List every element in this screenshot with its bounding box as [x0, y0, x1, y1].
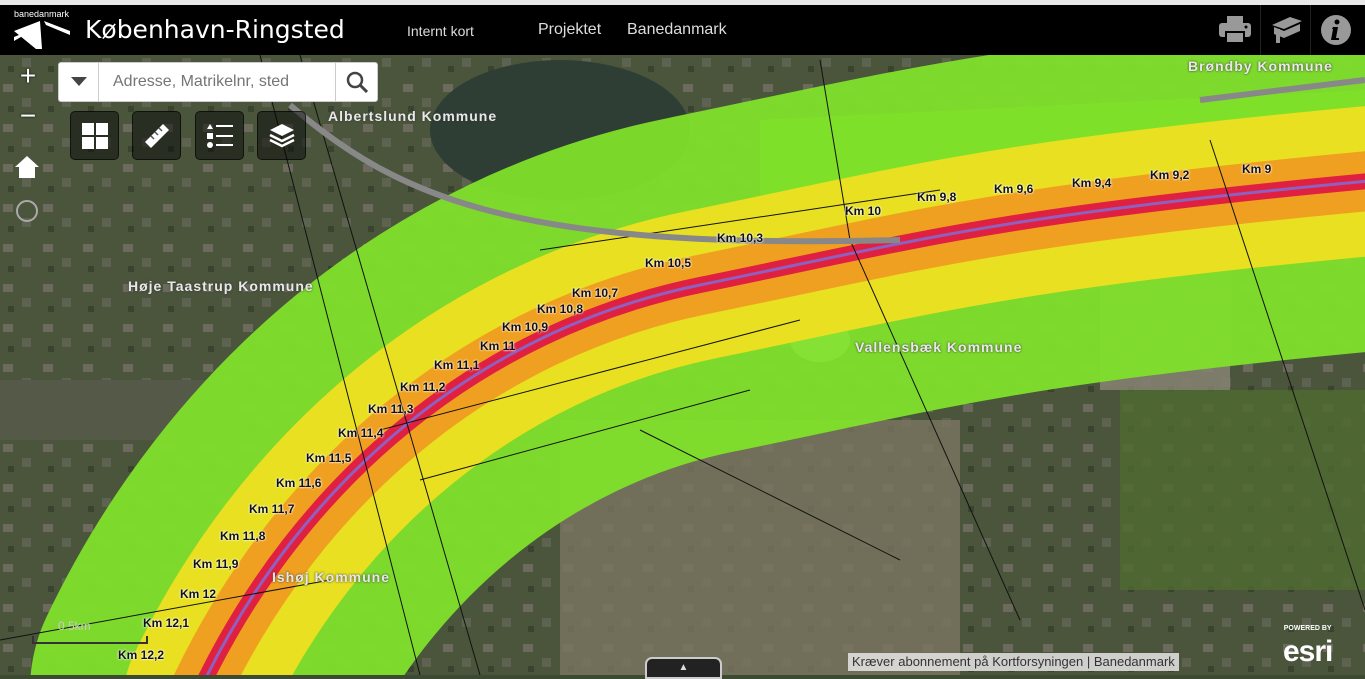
logo-text: banedanmark [14, 9, 70, 19]
parcel-lines [0, 55, 1365, 675]
km-marker-label: Km 10,9 [502, 320, 549, 334]
info-icon [1320, 15, 1351, 45]
nav-banedanmark[interactable]: Banedanmark [627, 21, 727, 38]
scale-bar [32, 636, 148, 644]
nav-internt-kort[interactable]: Internt kort [407, 23, 474, 39]
km-marker-label: Km 9,4 [1072, 176, 1112, 190]
map-label-albertslund: Albertslund Kommune [328, 108, 498, 124]
km-marker-label: Km 10,5 [645, 256, 692, 270]
km-marker-label: Km 10,8 [537, 302, 584, 316]
graduation-cap-icon [1271, 17, 1302, 43]
km-marker-label: Km 10,3 [717, 231, 764, 245]
km-marker-label: Km 10,7 [572, 286, 619, 300]
basemap-gallery-button[interactable] [70, 111, 119, 160]
measure-ruler-icon [144, 123, 169, 148]
map-label-hoje-taastrup: Høje Taastrup Kommune [128, 278, 314, 294]
tutorial-button[interactable] [1260, 5, 1310, 55]
search-input[interactable] [99, 63, 335, 101]
km-marker-label: Km 9,2 [1150, 168, 1190, 182]
search-icon [346, 71, 368, 93]
km-marker-label: Km 10 [845, 204, 882, 218]
km-marker-label: Km 11,4 [338, 426, 384, 440]
km-marker-label: Km 9,6 [994, 182, 1034, 196]
map-label-brondby: Brøndby Kommune [1188, 58, 1333, 74]
layers-icon [268, 123, 295, 147]
km-marker-label: Km 11,3 [368, 402, 414, 416]
browser-strip [0, 0, 1365, 5]
esri-logo: POWERED BY esri [1283, 624, 1333, 671]
layers-button[interactable] [257, 111, 306, 160]
measure-button[interactable] [132, 111, 181, 160]
info-button[interactable] [1310, 5, 1360, 55]
bottom-panel-toggle[interactable]: ▲ [645, 657, 722, 679]
km-marker-label: Km 11,7 [249, 502, 295, 516]
km-marker-label: Km 11 [480, 339, 516, 353]
home-icon [15, 156, 39, 178]
locate-button[interactable] [16, 200, 38, 222]
banedanmark-logo[interactable]: banedanmark [12, 9, 72, 51]
map-view[interactable]: + − 0.5km [0, 55, 1365, 675]
km-marker-label: Km 12,1 [143, 616, 190, 630]
search-button[interactable] [335, 63, 377, 101]
km-marker-label: Km 12 [180, 587, 217, 601]
zoom-in-button[interactable]: + [19, 60, 37, 91]
map-label-ishoj: Ishøj Kommune [272, 569, 391, 585]
esri-powered-by: POWERED BY [1283, 625, 1332, 632]
legend-icon [206, 123, 233, 148]
railway-track [205, 179, 1365, 675]
nav-projektet[interactable]: Projektet [538, 21, 602, 38]
attribution: Kræver abonnement på Kortforsyningen | B… [848, 653, 1179, 671]
app-title: København-Ringsted [85, 15, 345, 44]
km-marker-label: Km 11,5 [306, 451, 352, 465]
km-marker-label: Km 12,2 [118, 648, 165, 662]
map-label-vallensbaek: Vallensbæk Kommune [855, 339, 1023, 355]
basemap-gallery-icon [81, 122, 108, 149]
zoom-out-button[interactable]: − [19, 100, 37, 131]
search-source-dropdown[interactable] [59, 63, 99, 101]
scale-label: 0.5km [58, 619, 91, 633]
km-marker-label: Km 11,9 [193, 557, 239, 571]
legend-button[interactable] [195, 111, 244, 160]
caret-down-icon [70, 77, 87, 86]
km-marker-label: Km 11,8 [220, 529, 266, 543]
esri-wordmark: esri [1283, 635, 1333, 668]
km-marker-label: Km 11,6 [276, 476, 322, 490]
km-marker-label: Km 9,8 [917, 190, 957, 204]
map-canvas [0, 55, 1365, 675]
km-marker-label: Km 11,2 [400, 380, 446, 394]
km-marker-label: Km 11,1 [434, 358, 480, 372]
app-header: banedanmark København-Ringsted Internt k… [0, 5, 1365, 55]
search-box [58, 62, 378, 102]
print-button[interactable] [1210, 5, 1260, 55]
printer-icon [1219, 16, 1251, 44]
km-marker-label: Km 9 [1242, 162, 1272, 176]
